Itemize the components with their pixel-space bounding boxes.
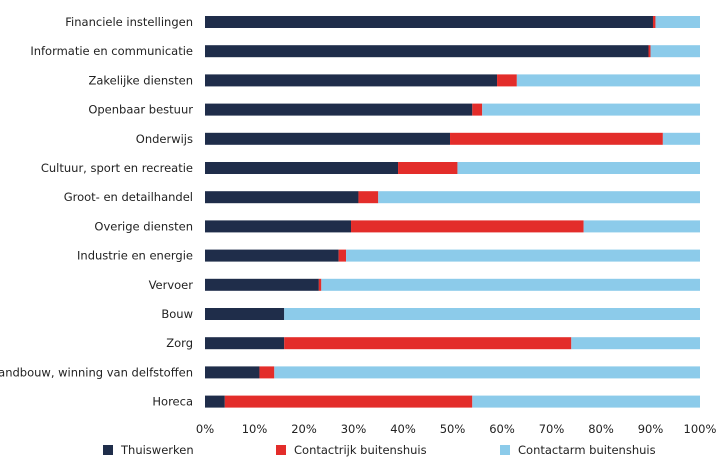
bar-segment-2 <box>662 132 701 145</box>
x-tick-label: 50% <box>440 422 466 436</box>
legend-swatch-contactarm <box>500 445 510 455</box>
bar-segment-0 <box>205 191 359 204</box>
x-tick-label: 100% <box>684 422 717 436</box>
bar-segment-2 <box>650 45 700 58</box>
category-label: Landbouw, winning van delfstoffen <box>0 365 193 379</box>
bar-segment-2 <box>378 191 700 204</box>
bar-segment-2 <box>482 103 700 116</box>
category-label: Cultuur, sport en recreatie <box>41 161 193 175</box>
bar-segment-2 <box>472 395 700 408</box>
category-label: Bouw <box>161 307 193 321</box>
x-tick-label: 90% <box>638 422 664 436</box>
bar-segment-2 <box>655 16 700 28</box>
bar-segment-1 <box>224 395 473 408</box>
bar-segment-2 <box>583 220 700 233</box>
bar-segment-2 <box>346 249 700 262</box>
bar-segment-0 <box>205 249 339 262</box>
bar-segment-2 <box>516 74 700 87</box>
legend-item-thuiswerken: Thuiswerken <box>103 443 194 457</box>
legend-item-contactrijk: Contactrijk buitenshuis <box>276 443 427 457</box>
x-tick-label: 20% <box>291 422 317 436</box>
bar-segment-0 <box>205 278 319 291</box>
bar-segment-0 <box>205 220 352 233</box>
bar-segment-1 <box>497 74 517 87</box>
bar-segment-1 <box>358 191 379 204</box>
category-labels: Financiele instellingen Informatie en com… <box>0 15 193 409</box>
bar-segment-0 <box>205 103 473 116</box>
legend-item-contactarm: Contactarm buitenshuis <box>500 443 656 457</box>
bar-segment-2 <box>571 337 700 350</box>
category-label: Industrie en energie <box>77 249 193 263</box>
bar-segment-2 <box>321 278 700 291</box>
bar-segment-2 <box>284 308 700 320</box>
bar-segment-1 <box>398 162 458 174</box>
bars-group <box>205 16 701 408</box>
x-tick-label: 0% <box>196 422 214 436</box>
category-label: Overige diensten <box>94 219 193 233</box>
category-label: Financiele instellingen <box>65 15 193 29</box>
legend-label: Thuiswerken <box>121 443 194 457</box>
x-tick-label: 10% <box>242 422 268 436</box>
category-label: Vervoer <box>149 278 194 292</box>
category-label: Onderwijs <box>136 132 193 146</box>
category-label: Informatie en communicatie <box>30 44 193 58</box>
legend: Thuiswerken Contactrijk buitenshuis Cont… <box>0 443 717 461</box>
legend-label: Contactrijk buitenshuis <box>294 443 427 457</box>
x-axis-ticks: 0% 10% 20% 30% 40% 50% 60% 70% 80% 90% 100% <box>196 422 717 436</box>
bar-segment-0 <box>205 132 451 145</box>
bar-segment-0 <box>205 16 653 28</box>
category-label: Openbaar bestuur <box>88 103 193 117</box>
bar-segment-2 <box>457 162 700 174</box>
x-tick-label: 60% <box>489 422 515 436</box>
bar-segment-0 <box>205 74 498 87</box>
category-label: Horeca <box>152 395 193 409</box>
bar-segment-1 <box>338 249 347 262</box>
category-label: Zakelijke diensten <box>88 73 193 87</box>
bar-segment-0 <box>205 366 260 379</box>
x-tick-label: 40% <box>390 422 416 436</box>
bar-segment-1 <box>284 337 572 350</box>
bar-segment-1 <box>259 366 275 379</box>
bar-segment-0 <box>205 337 285 350</box>
x-tick-label: 80% <box>588 422 614 436</box>
bar-segment-0 <box>205 308 285 320</box>
category-label: Zorg <box>166 336 193 350</box>
legend-swatch-thuiswerken <box>103 445 113 455</box>
category-label: Groot- en detailhandel <box>64 190 193 204</box>
bar-segment-0 <box>205 395 225 408</box>
bar-segment-1 <box>318 278 322 291</box>
bar-segment-1 <box>472 103 483 116</box>
bar-segment-1 <box>450 132 663 145</box>
bar-segment-0 <box>205 45 649 58</box>
bar-segment-1 <box>652 16 656 28</box>
x-tick-label: 70% <box>539 422 565 436</box>
bar-segment-1 <box>648 45 651 58</box>
legend-label: Contactarm buitenshuis <box>518 443 656 457</box>
x-tick-label: 30% <box>341 422 367 436</box>
bar-segment-0 <box>205 162 399 174</box>
bar-segment-1 <box>351 220 584 233</box>
bar-segment-2 <box>274 366 700 379</box>
legend-swatch-contactrijk <box>276 445 286 455</box>
